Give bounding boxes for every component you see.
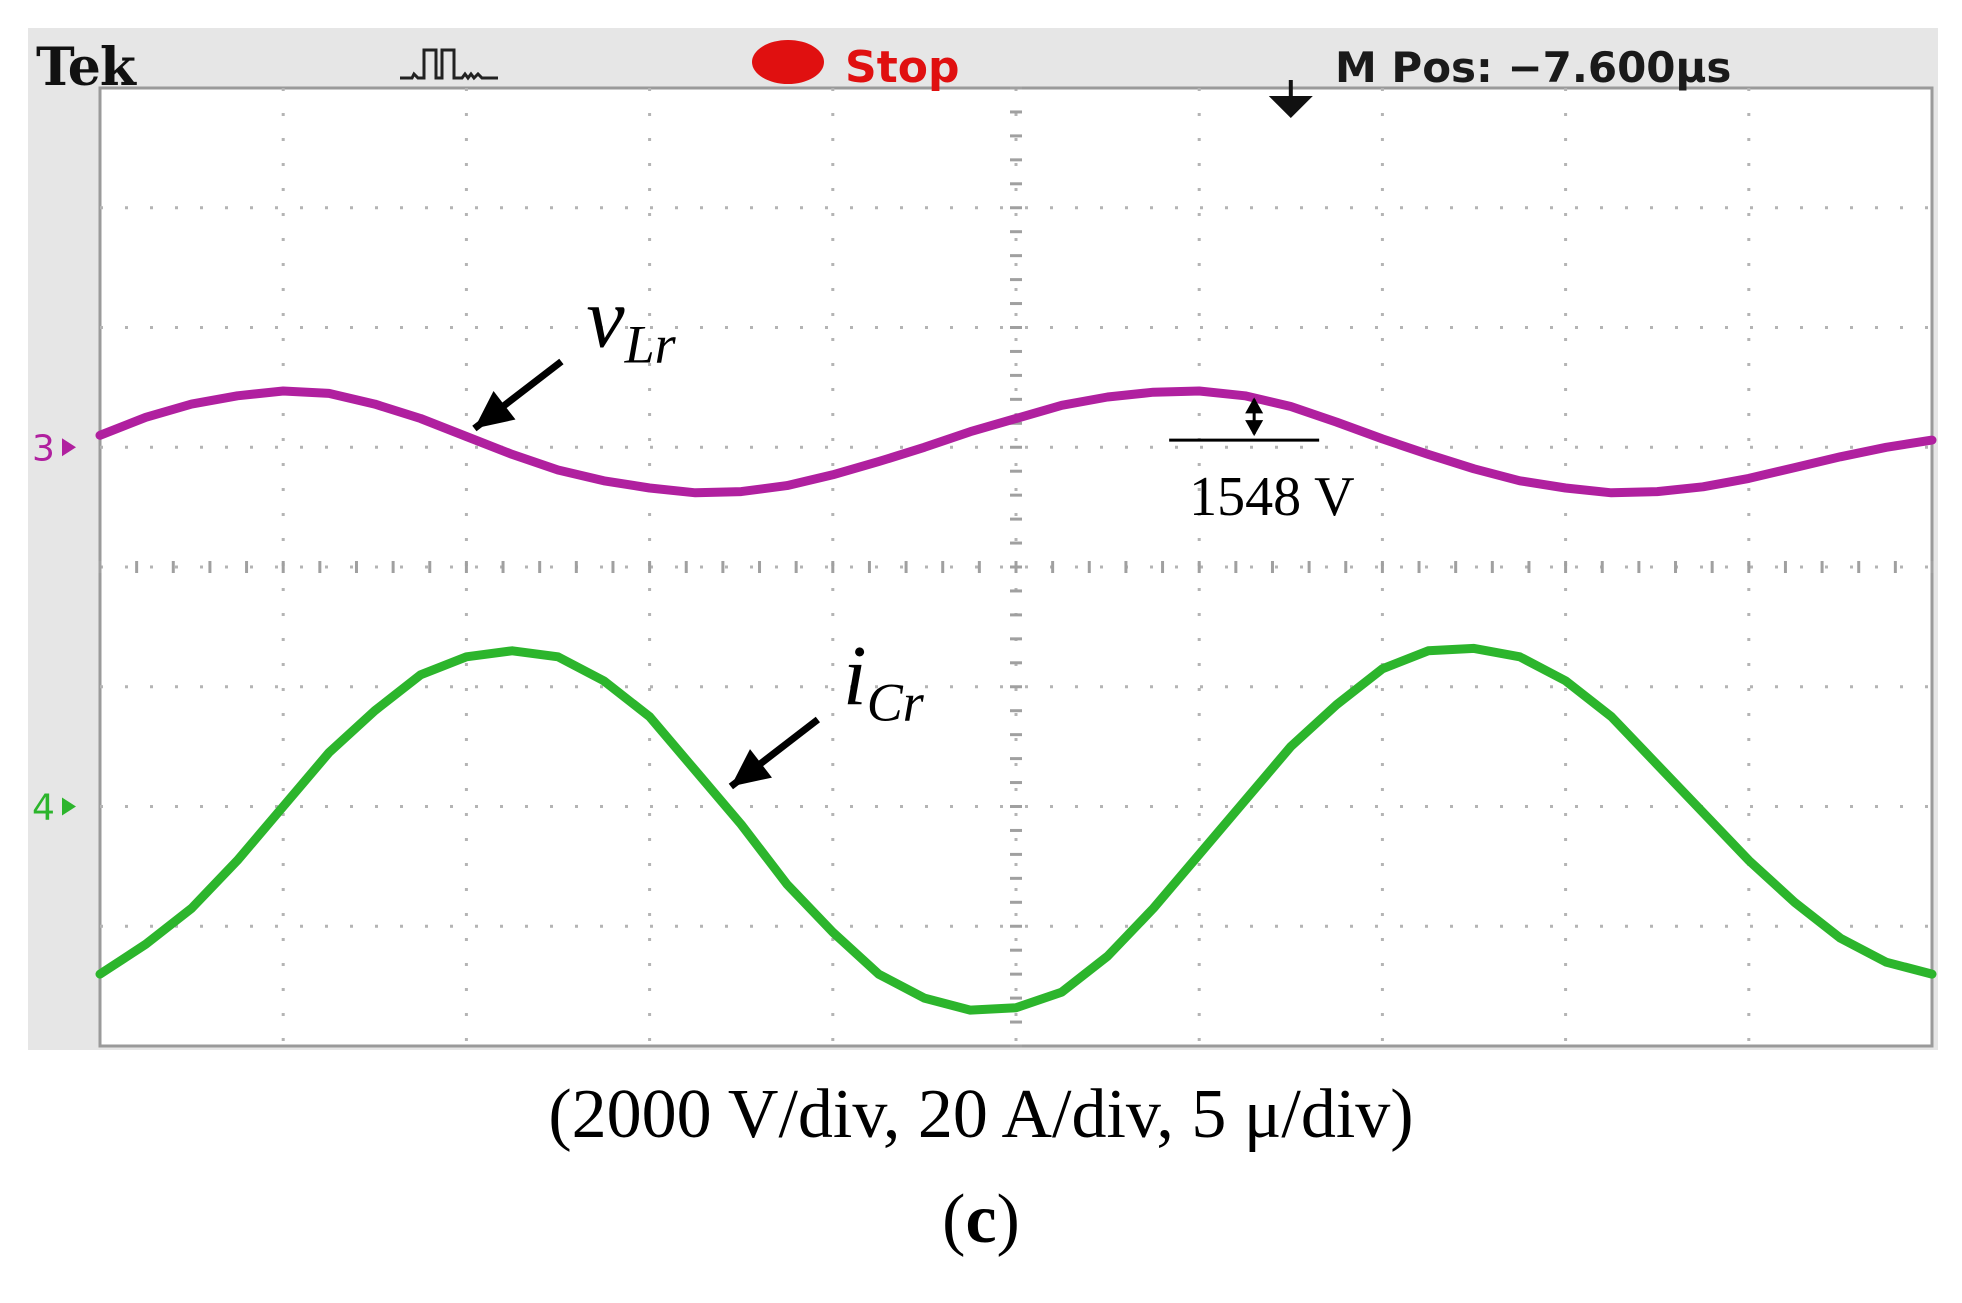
amplitude-marker-arrow-up (1245, 397, 1264, 414)
annotation-label-iCr: iCr (843, 628, 925, 733)
brand-label: Tek (36, 37, 136, 98)
channel-marker-label: 3 (32, 428, 55, 469)
subfigure-label: (c) (942, 1181, 1020, 1258)
amplitude-label: 1548 V (1189, 466, 1354, 528)
trace-annotations: vLr iCr 1548 V (472, 269, 1355, 790)
amplitude-marker-arrow-down (1245, 420, 1264, 437)
run-state-label: Stop (845, 42, 960, 93)
channel-marker-arrow (62, 438, 76, 457)
trace-iCr (95, 643, 1937, 1015)
annotation-label-vLr: vLr (586, 269, 676, 374)
trigger-position-arrow-icon (1268, 96, 1313, 118)
waveform-traces (95, 386, 1937, 1015)
scale-caption: (2000 V/div, 20 A/div, 5 μ/div) (548, 1076, 1414, 1153)
subfigure-letter: c (965, 1181, 997, 1258)
trace-vLr (95, 386, 1937, 498)
annotation-arrow-iCr-head (730, 749, 772, 787)
channel-markers: 34 (32, 428, 76, 829)
run-state-indicator (752, 40, 824, 84)
annotation-arrow-vLr-head (474, 391, 516, 429)
graticule-grid (98, 80, 1934, 1048)
horizontal-position-readout: M Pos: −7.600µs (1335, 43, 1732, 92)
pulse-waveform-icon (400, 48, 498, 81)
channel-marker-label: 4 (32, 788, 55, 829)
channel-marker-arrow (62, 797, 76, 816)
